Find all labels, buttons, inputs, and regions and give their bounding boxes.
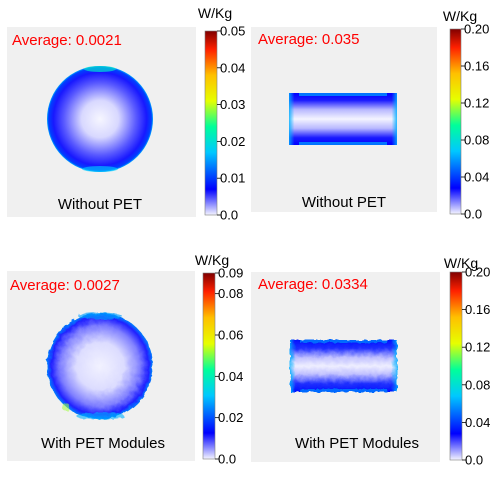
heatmap-phantom-circle bbox=[47, 66, 153, 172]
colorbar-tick-label: 0.04 bbox=[218, 369, 243, 384]
colorbar-tick-label: 0.04 bbox=[220, 60, 245, 75]
average-label: Average: 0.0334 bbox=[258, 276, 368, 293]
panel-circle-with-pet: Average: 0.0027 With PET Modules W/Kg 0.… bbox=[7, 252, 243, 467]
average-label: Average: 0.0021 bbox=[12, 32, 122, 49]
colorbar-ticks: 0.0 0.04 0.08 0.12 0.16 0.20 bbox=[462, 265, 490, 468]
panel-caption: With PET Modules bbox=[41, 435, 165, 452]
colorbar-ticks: 0.0 0.02 0.04 0.06 0.08 0.09 bbox=[215, 266, 243, 467]
colorbar-tick-label: 0.09 bbox=[218, 266, 243, 281]
colorbar bbox=[204, 30, 218, 216]
colorbar-tick-label: 0.0 bbox=[465, 453, 483, 468]
heatmap-circle-body bbox=[47, 66, 153, 172]
colorbar-tick-label: 0.20 bbox=[465, 265, 490, 280]
colorbar-tick-label: 0.16 bbox=[464, 59, 489, 74]
panel-circle-without-pet: Average: 0.0021 Without PET W/Kg 0.0 0.01… bbox=[7, 5, 245, 223]
colorbar-tick-label: 0.0 bbox=[464, 207, 482, 222]
colorbar-tick-label: 0.16 bbox=[465, 302, 490, 317]
colorbar-tick-label: 0.08 bbox=[218, 286, 243, 301]
colorbar-unit: W/Kg bbox=[198, 5, 232, 21]
colorbar-tick-label: 0.06 bbox=[218, 328, 243, 343]
colorbar-tick-label: 0.01 bbox=[220, 171, 245, 186]
panel-caption: Without PET bbox=[58, 196, 142, 213]
colorbar-tick-label: 0.0 bbox=[220, 208, 238, 223]
heatmap-circle-body bbox=[47, 313, 153, 419]
colorbar-ticks: 0.0 0.01 0.02 0.03 0.04 0.05 bbox=[217, 24, 245, 223]
colorbar bbox=[449, 271, 463, 461]
colorbar-tick-label: 0.08 bbox=[464, 133, 489, 148]
heatmap-hotspot-bottom bbox=[300, 389, 387, 392]
colorbar bbox=[449, 28, 462, 215]
heatmap-phantom-rectangle bbox=[289, 93, 397, 145]
colorbar-unit: W/Kg bbox=[444, 255, 478, 271]
colorbar-tick-label: 0.12 bbox=[465, 340, 490, 355]
colorbar-tick-label: 0.02 bbox=[218, 410, 243, 425]
colorbar-tick-label: 0.08 bbox=[465, 377, 490, 392]
heatmap-hotspot-bottom bbox=[76, 412, 124, 420]
heatmap-hotspot-top bbox=[84, 66, 116, 72]
heatmap-rect-edges bbox=[290, 340, 397, 392]
colorbar-unit: W/Kg bbox=[443, 8, 477, 24]
colorbar-tick-label: 0.20 bbox=[464, 22, 489, 37]
panel-caption: With PET Modules bbox=[295, 435, 419, 452]
panel-caption: Without PET bbox=[302, 194, 386, 211]
heatmap-phantom-circle bbox=[47, 312, 153, 420]
colorbar-tick-label: 0.03 bbox=[220, 97, 245, 112]
panel-rect-with-pet: Average: 0.0334 With PET Modules W/Kg 0.… bbox=[251, 255, 490, 468]
heatmap-hotspot-top bbox=[300, 340, 387, 343]
colorbar-tick-label: 0.05 bbox=[220, 24, 245, 39]
heatmap-hotspot-top bbox=[78, 312, 122, 320]
colorbar bbox=[202, 272, 216, 460]
heatmap-hotspot-edge bbox=[62, 403, 70, 411]
colorbar-tick-label: 0.02 bbox=[220, 134, 245, 149]
heatmap-rect-edges bbox=[289, 93, 397, 145]
panel-rect-without-pet: Average: 0.035 Without PET W/Kg 0.00.040… bbox=[251, 8, 489, 222]
colorbar-ticks: 0.0 0.04 0.08 0.12 0.16 0.20 bbox=[461, 22, 489, 222]
heatmap-hotspot-top bbox=[299, 93, 387, 96]
colorbar-tick-label: 0.0 bbox=[218, 452, 236, 467]
heatmap-hotspot-bottom bbox=[82, 166, 118, 172]
colorbar-unit: W/Kg bbox=[195, 252, 229, 268]
colorbar-tick-label: 0.12 bbox=[464, 96, 489, 111]
colorbar-tick-label: 0.04 bbox=[464, 170, 489, 185]
average-label: Average: 0.035 bbox=[258, 31, 359, 48]
average-label: Average: 0.0027 bbox=[10, 277, 120, 294]
heatmap-hotspot-bottom bbox=[299, 142, 387, 145]
heatmap-phantom-rectangle bbox=[290, 340, 397, 392]
colorbar-tick-label: 0.04 bbox=[465, 415, 490, 430]
